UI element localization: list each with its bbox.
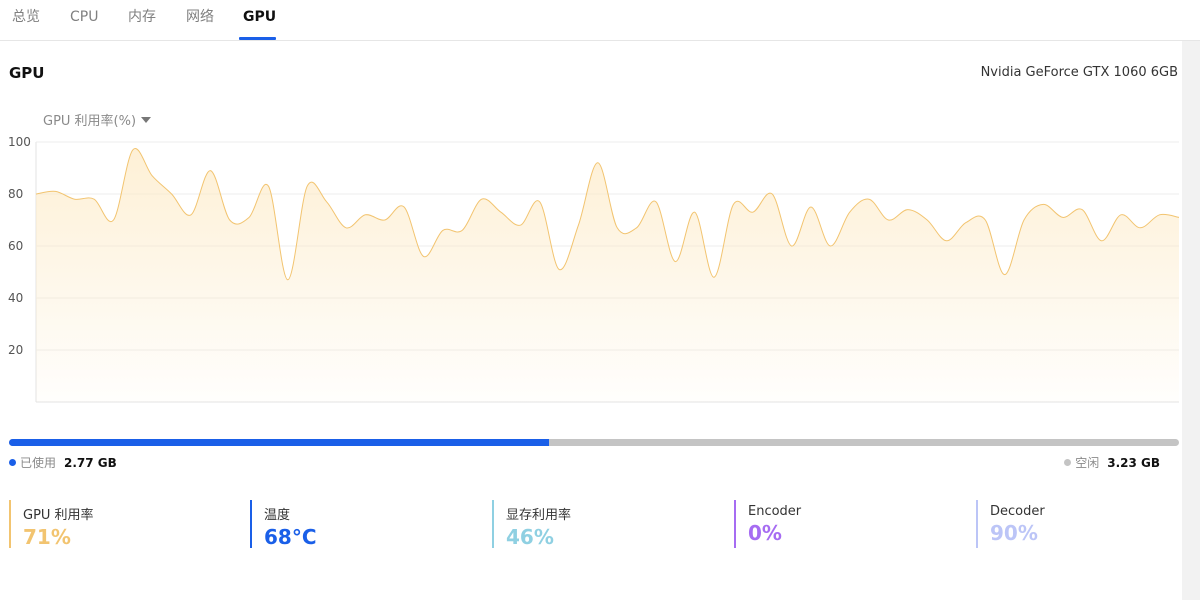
active-tab-indicator	[239, 37, 276, 40]
y-tick-label-20: 20	[8, 343, 23, 357]
utilization-line	[35, 147, 1180, 281]
stat-temperature: 温度 68°C	[250, 500, 317, 549]
tab-gpu[interactable]: GPU	[243, 9, 277, 25]
memory-free-label: 空闲	[1075, 456, 1100, 470]
tab-overview[interactable]: 总览	[12, 9, 40, 25]
stat-decoder: Decoder 90%	[976, 500, 1045, 548]
y-tick-label-100: 100	[8, 135, 31, 149]
metric-dropdown[interactable]: GPU 利用率(%)	[43, 110, 152, 129]
tab-bar: 总览 CPU 内存 网络 GPU	[0, 0, 1200, 41]
memory-used-value: 2.77 GB	[64, 456, 117, 470]
stat-value: 46%	[506, 525, 554, 549]
stat-encoder: Encoder 0%	[734, 500, 801, 548]
y-tick-label-60: 60	[8, 239, 23, 253]
tab-cpu[interactable]: CPU	[70, 9, 99, 25]
y-tick-label-40: 40	[8, 291, 23, 305]
memory-used-fill	[9, 439, 550, 446]
chevron-down-icon	[141, 117, 152, 123]
stat-value: 71%	[23, 525, 71, 549]
stat-value: 90%	[990, 521, 1038, 545]
memory-used-legend: 已使用 2.77 GB	[9, 454, 117, 471]
free-dot-icon	[1064, 459, 1072, 466]
metric-dropdown-label: GPU 利用率(%)	[43, 114, 137, 129]
memory-usage-bar	[9, 439, 1179, 446]
memory-free-legend: 空闲 3.23 GB	[1064, 454, 1160, 471]
utilization-area	[36, 148, 1179, 402]
y-tick-label-80: 80	[8, 187, 23, 201]
stat-label: 显存利用率	[506, 508, 572, 523]
stat-label: 温度	[264, 508, 291, 523]
memory-used-label: 已使用	[20, 456, 57, 470]
memory-free-value: 3.23 GB	[1107, 456, 1160, 470]
stat-label: Encoder	[748, 504, 802, 519]
gpu-model-name: Nvidia GeForce GTX 1060 6GB	[980, 65, 1178, 80]
y-axis-ticks: 20 40 60 80 100	[8, 135, 31, 357]
gpu-utilization-chart: 20 40 60 80 100	[8, 135, 1180, 403]
tab-network[interactable]: 网络	[186, 9, 214, 25]
stat-value: 0%	[748, 521, 782, 545]
stat-value: 68°C	[264, 525, 317, 549]
stat-label: GPU 利用率	[23, 508, 94, 523]
stat-vram-utilization: 显存利用率 46%	[492, 500, 572, 549]
stat-gpu-utilization: GPU 利用率 71%	[9, 500, 94, 549]
page-title: GPU	[9, 64, 45, 82]
vertical-scrollbar[interactable]	[1182, 41, 1200, 600]
stat-label: Decoder	[990, 504, 1045, 519]
tab-memory[interactable]: 内存	[128, 9, 156, 25]
used-dot-icon	[9, 459, 16, 466]
